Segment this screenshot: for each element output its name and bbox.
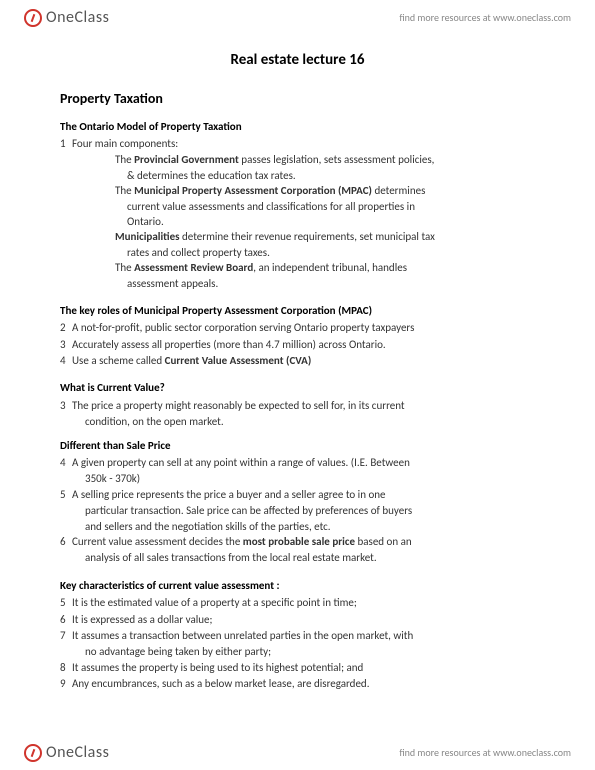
oneclass-icon (24, 9, 42, 27)
text: The (115, 261, 134, 274)
list-text: Accurately assess all properties (more t… (72, 337, 535, 352)
subheading-ontario-model: The Ontario Model of Property Taxation (60, 119, 535, 134)
header: OneClass find more resources at www.onec… (0, 0, 595, 35)
list-text: Four main components: (72, 136, 535, 151)
list-number: 4 (60, 353, 72, 368)
list-text: Current value assessment decides the mos… (72, 534, 535, 549)
list-cont: particular transaction. Sale price can b… (60, 503, 535, 518)
document-body: Real estate lecture 16 Property Taxation… (0, 0, 595, 742)
brand-logo: OneClass (24, 8, 109, 27)
text: The (115, 153, 134, 166)
list-text: A not-for-profit, public sector corporat… (72, 320, 535, 335)
list-text: The price a property might reasonably be… (72, 398, 535, 413)
list-item: 1 Four main components: (60, 136, 535, 151)
list-item: 6Current value assessment decides the mo… (60, 534, 535, 549)
list-number: 3 (60, 337, 72, 352)
list-number: 8 (60, 660, 72, 675)
brand-logo: OneClass (24, 743, 109, 762)
list-cont: condition, on the open market. (60, 414, 535, 429)
list-text: A given property can sell at any point w… (72, 455, 535, 470)
component-cont: current value assessments and classifica… (60, 199, 535, 214)
list-cont: analysis of all sales transactions from … (60, 550, 535, 565)
list-number: 6 (60, 534, 72, 549)
component-item: Municipalities determine their revenue r… (60, 229, 535, 244)
text: passes legislation, sets assessment poli… (239, 153, 435, 166)
header-tagline: find more resources at www.oneclass.com (399, 11, 571, 24)
text: Current value assessment decides the (72, 535, 243, 548)
list-cont: and sellers and the negotiation skills o… (60, 519, 535, 534)
page-title: Real estate lecture 16 (60, 50, 535, 71)
list-item: 6It is expressed as a dollar value; (60, 612, 535, 627)
list-item: 2A not-for-profit, public sector corpora… (60, 320, 535, 335)
list-text: Any encumbrances, such as a below market… (72, 676, 535, 691)
component-cont: Ontario. (60, 214, 535, 229)
list-item: 5A selling price represents the price a … (60, 487, 535, 502)
list-number: 2 (60, 320, 72, 335)
list-number: 7 (60, 628, 72, 643)
list-cont: 350k - 370k) (60, 471, 535, 486)
subheading-diff-sale-price: Different than Sale Price (60, 438, 535, 453)
component-item: The Assessment Review Board, an independ… (60, 260, 535, 275)
component-item: The Provincial Government passes legisla… (60, 152, 535, 167)
footer: OneClass find more resources at www.onec… (0, 735, 595, 770)
list-number: 9 (60, 676, 72, 691)
brand-name: OneClass (46, 743, 109, 762)
list-cont: no advantage being taken by either party… (60, 644, 535, 659)
bold-text: most probable sale price (243, 535, 355, 548)
list-number: 4 (60, 455, 72, 470)
list-item: 7It assumes a transaction between unrela… (60, 628, 535, 643)
list-text: A selling price represents the price a b… (72, 487, 535, 502)
text: based on an (355, 535, 412, 548)
text: The (115, 184, 134, 197)
brand-name: OneClass (46, 8, 109, 27)
subheading-mpac-roles: The key roles of Municipal Property Asse… (60, 303, 535, 318)
list-text: It is the estimated value of a property … (72, 595, 535, 610)
component-cont: rates and collect property taxes. (60, 245, 535, 260)
component-item: The Municipal Property Assessment Corpor… (60, 183, 535, 198)
subheading-current-value: What is Current Value? (60, 380, 535, 395)
text: Use a scheme called (72, 354, 165, 367)
list-text: It is expressed as a dollar value; (72, 612, 535, 627)
text: , an independent tribunal, handles (253, 261, 407, 274)
bold-text: Municipalities (115, 230, 180, 243)
list-number: 5 (60, 595, 72, 610)
list-number: 3 (60, 398, 72, 413)
list-item: 4A given property can sell at any point … (60, 455, 535, 470)
section-heading: Property Taxation (60, 89, 535, 109)
list-item: 5It is the estimated value of a property… (60, 595, 535, 610)
bold-text: Provincial Government (134, 153, 239, 166)
list-item: 8It assumes the property is being used t… (60, 660, 535, 675)
list-text: Use a scheme called Current Value Assess… (72, 353, 535, 368)
subheading-key-characteristics: Key characteristics of current value ass… (60, 578, 535, 593)
list-number: 6 (60, 612, 72, 627)
bold-text: Assessment Review Board (134, 261, 253, 274)
text: determine their revenue requirements, se… (180, 230, 435, 243)
bold-text: Municipal Property Assessment Corporatio… (134, 184, 372, 197)
list-text: It assumes the property is being used to… (72, 660, 535, 675)
list-item: 3Accurately assess all properties (more … (60, 337, 535, 352)
component-cont: & determines the education tax rates. (60, 168, 535, 183)
list-item: 9Any encumbrances, such as a below marke… (60, 676, 535, 691)
list-number: 1 (60, 136, 72, 151)
bold-text: Current Value Assessment (CVA) (165, 354, 312, 367)
list-number: 5 (60, 487, 72, 502)
list-item: 4Use a scheme called Current Value Asses… (60, 353, 535, 368)
text: determines (372, 184, 425, 197)
component-cont: assessment appeals. (60, 276, 535, 291)
list-text: It assumes a transaction between unrelat… (72, 628, 535, 643)
footer-tagline: find more resources at www.oneclass.com (399, 746, 571, 759)
oneclass-icon (24, 744, 42, 762)
list-item: 3The price a property might reasonably b… (60, 398, 535, 413)
